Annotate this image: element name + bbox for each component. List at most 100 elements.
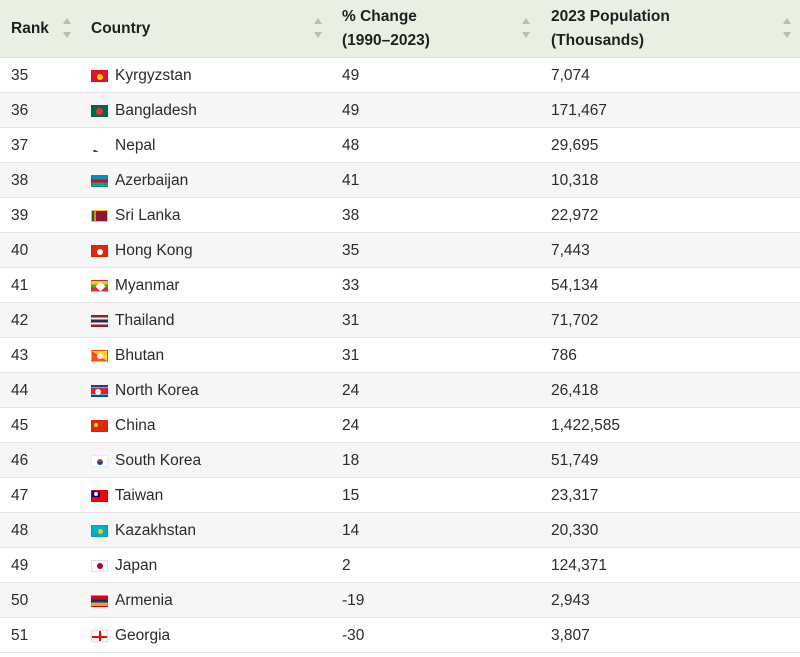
change-cell: 41 [342,172,360,189]
country-name: Georgia [115,627,171,644]
change-cell: 18 [342,452,360,469]
population-header-line2: (Thousands) [551,32,644,49]
table-row: 46 South Korea 18 51,749 [0,443,800,478]
bangladesh-flag-icon [91,104,108,117]
population-cell: 7,074 [551,67,590,84]
change-column-header[interactable]: % Change (1990–2023) [342,0,542,58]
thailand-flag-icon [91,314,108,327]
sort-icon[interactable] [783,18,791,38]
sort-icon[interactable] [314,18,322,38]
rank-cell: 48 [11,522,29,539]
country-cell: Nepal [91,128,156,163]
change-cell: 31 [342,312,360,329]
country-cell: South Korea [91,443,201,478]
table-row: 45 China 24 1,422,585 [0,408,800,443]
country-column-header[interactable]: Country [91,0,331,58]
rank-cell: 45 [11,417,29,434]
table-row: 47 Taiwan 15 23,317 [0,478,800,513]
rank-cell: 35 [11,67,29,84]
change-cell: -30 [342,627,365,644]
change-cell: 35 [342,242,360,259]
country-cell: Sri Lanka [91,198,180,233]
country-name: Hong Kong [115,242,193,259]
population-column-header[interactable]: 2023 Population (Thousands) [551,0,800,58]
georgia-flag-icon [91,629,108,642]
change-cell: 31 [342,347,360,364]
country-cell: Kyrgyzstan [91,58,192,93]
country-name: Taiwan [115,487,164,504]
taiwan-flag-icon [91,489,108,502]
population-header-line1: 2023 Population [551,8,670,25]
table-row: 35 Kyrgyzstan 49 7,074 [0,58,800,93]
country-name: China [115,417,156,434]
rank-header-label: Rank [11,20,49,37]
population-cell: 124,371 [551,557,608,574]
country-name: North Korea [115,382,199,399]
rank-cell: 37 [11,137,29,154]
rank-cell: 44 [11,382,29,399]
country-cell: Armenia [91,583,173,618]
sort-icon[interactable] [522,18,530,38]
rank-cell: 46 [11,452,29,469]
population-cell: 23,317 [551,487,599,504]
rank-cell: 49 [11,557,29,574]
population-cell: 26,418 [551,382,599,399]
country-cell: Japan [91,548,157,583]
country-name: Myanmar [115,277,180,294]
rank-cell: 40 [11,242,29,259]
armenia-flag-icon [91,594,108,607]
kazakhstan-flag-icon [91,524,108,537]
population-cell: 786 [551,347,577,364]
country-name: Bhutan [115,347,165,364]
country-name: Japan [115,557,158,574]
population-cell: 1,422,585 [551,417,620,434]
population-cell: 71,702 [551,312,599,329]
population-cell: 171,467 [551,102,608,119]
rank-cell: 42 [11,312,29,329]
country-cell: Hong Kong [91,233,193,268]
north-korea-flag-icon [91,384,108,397]
country-name: Thailand [115,312,175,329]
table-row: 42 Thailand 31 71,702 [0,303,800,338]
country-cell: Kazakhstan [91,513,196,548]
population-header-label: 2023 Population (Thousands) [551,5,670,53]
table-row: 39 Sri Lanka 38 22,972 [0,198,800,233]
rank-column-header[interactable]: Rank [11,0,81,58]
country-cell: North Korea [91,373,199,408]
country-name: Bangladesh [115,102,197,119]
rank-cell: 47 [11,487,29,504]
population-cell: 3,807 [551,627,590,644]
change-header-line1: % Change [342,8,417,25]
country-name: South Korea [115,452,202,469]
table-row: 36 Bangladesh 49 171,467 [0,93,800,128]
table-row: 43 Bhutan 31 786 [0,338,800,373]
change-cell: 15 [342,487,360,504]
country-header-label: Country [91,20,151,37]
country-cell: Georgia [91,618,170,653]
rank-cell: 36 [11,102,29,119]
japan-flag-icon [91,559,108,572]
population-cell: 54,134 [551,277,599,294]
country-name: Kyrgyzstan [115,67,192,84]
population-cell: 20,330 [551,522,599,539]
kyrgyzstan-flag-icon [91,69,108,82]
change-cell: 48 [342,137,360,154]
population-cell: 29,695 [551,137,599,154]
nepal-flag-icon [91,140,108,152]
change-cell: 24 [342,382,360,399]
rank-cell: 39 [11,207,29,224]
rank-cell: 51 [11,627,29,644]
country-name: Sri Lanka [115,207,181,224]
table-row: 50 Armenia -19 2,943 [0,583,800,618]
change-cell: 49 [342,67,360,84]
table-row: 41 Myanmar 33 54,134 [0,268,800,303]
change-header-label: % Change (1990–2023) [342,5,430,53]
country-name: Nepal [115,137,156,154]
change-cell: 38 [342,207,360,224]
table-row: 51 Georgia -30 3,807 [0,618,800,653]
sort-icon[interactable] [63,18,71,38]
change-cell: 2 [342,557,351,574]
country-name: Azerbaijan [115,172,189,189]
china-flag-icon [91,419,108,432]
